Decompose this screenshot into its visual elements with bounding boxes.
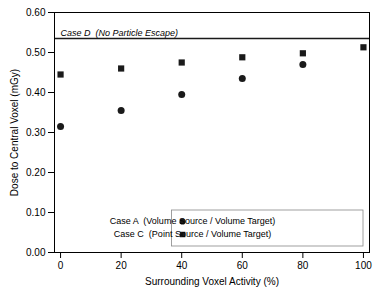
svg-text:Surrounding Voxel Activity (%): Surrounding Voxel Activity (%): [145, 276, 279, 287]
svg-text:0: 0: [58, 260, 64, 271]
svg-text:0.00: 0.00: [26, 247, 46, 258]
svg-text:0.60: 0.60: [26, 7, 46, 18]
svg-text:40: 40: [176, 260, 188, 271]
svg-text:0.40: 0.40: [26, 87, 46, 98]
svg-text:Case D (No Particle Escape): Case D (No Particle Escape): [61, 28, 179, 38]
svg-text:0.10: 0.10: [26, 207, 46, 218]
svg-text:Case A (Volume Source / Volum: Case A (Volume Source / Volume Target): [110, 216, 275, 226]
svg-text:0.50: 0.50: [26, 47, 46, 58]
svg-text:0.30: 0.30: [26, 127, 46, 138]
svg-text:80: 80: [297, 260, 309, 271]
svg-text:100: 100: [355, 260, 372, 271]
svg-text:20: 20: [116, 260, 128, 271]
svg-text:Case C (Point Source / Volume: Case C (Point Source / Volume Target): [114, 229, 271, 239]
svg-text:0.20: 0.20: [26, 167, 46, 178]
svg-text:60: 60: [237, 260, 249, 271]
svg-text:Dose to Central Voxel (mGy): Dose to Central Voxel (mGy): [9, 69, 20, 196]
